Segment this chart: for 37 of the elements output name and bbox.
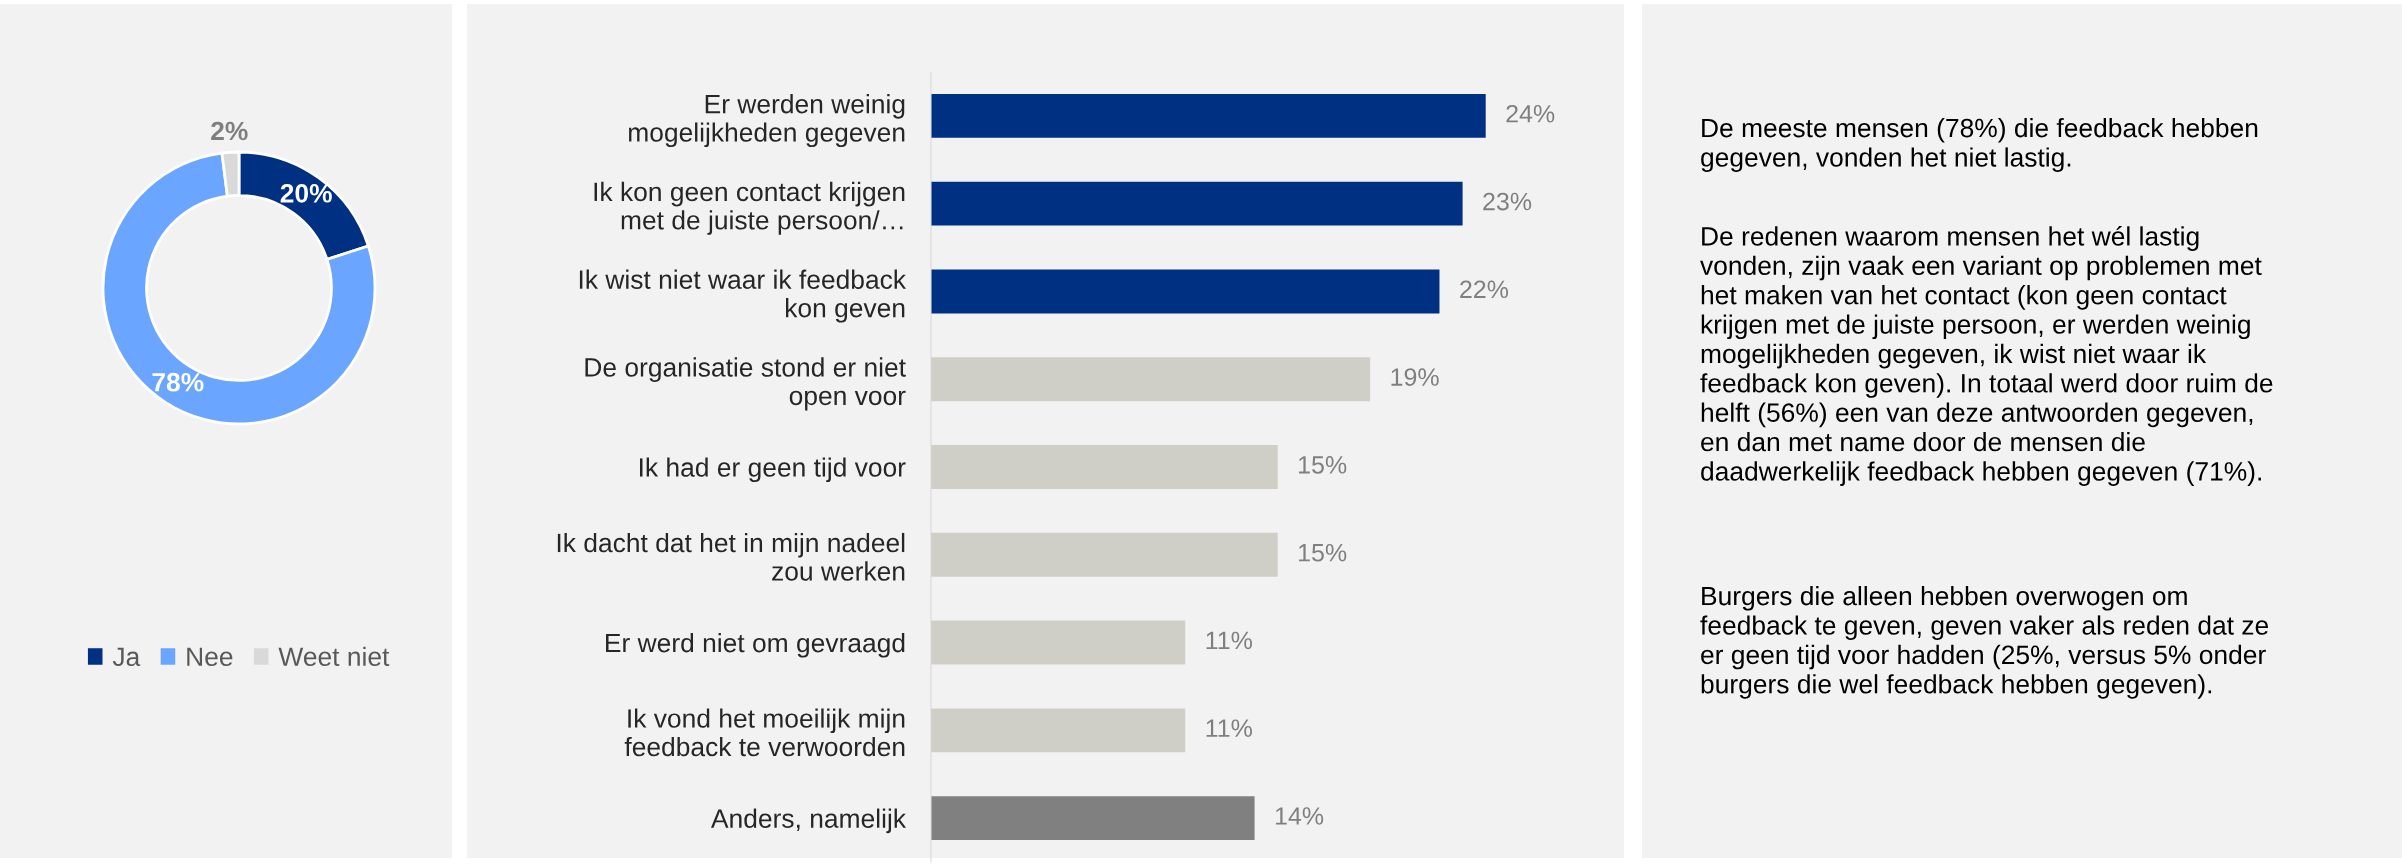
data-label: 11% [1206, 631, 1252, 650]
y-tick-label: Ik wist niet waar ik feedback kon geven [579, 269, 907, 323]
bar [931, 796, 1255, 841]
data-label: 20% [280, 183, 332, 203]
legend-label: Ja [112, 647, 141, 667]
bar [931, 532, 1278, 577]
bar [931, 93, 1486, 138]
data-label: 78% [152, 372, 204, 392]
bar [931, 357, 1371, 402]
bar [931, 620, 1186, 665]
y-tick-label: Anders, namelijk [710, 808, 907, 834]
bar [931, 181, 1463, 226]
y-tick-label: De organisatie stond er niet open voor [585, 357, 906, 411]
data-label: 15% [1299, 543, 1347, 562]
text: De redenen waarom mensen het wél lastig vonden, zijn vaak een variant op problemen met het maken van het contact (kon geen contact krijgen met de juiste persoon, er werden weinig mogelijkheden gegeven, ik wist niet waar ik feedback kon geven). In totaal werd door ruim de helft (56%) een van deze antwoorden gegeven, en dan met name door de mensen die daadwerkelijk feedback hebben gegeven (71%). [1700, 226, 2273, 486]
y-tick-label: Ik kon geen contact krijgen met de juiste persoon/… [594, 181, 905, 235]
y-tick-label: Er werd niet om gevraagd [606, 632, 905, 658]
data-label: 24% [1506, 104, 1555, 123]
data-label: 11% [1206, 719, 1252, 737]
data-label: 2% [211, 121, 248, 141]
bar [931, 445, 1278, 489]
y-tick-label: Er werden weinig mogelijkheden gegeven [629, 94, 905, 148]
legend-label: Nee [187, 647, 233, 667]
data-label: 14% [1275, 807, 1324, 825]
bar [931, 708, 1186, 753]
legend-label: Weet niet [278, 646, 390, 667]
y-tick-label: Ik dacht dat het in mijn nadeel zou werken [557, 532, 905, 581]
data-label: 19% [1391, 368, 1439, 386]
donut-slice [101, 151, 377, 426]
data-label: 22% [1460, 280, 1509, 299]
text: Burgers die alleen hebben overwogen om feedback te geven, geven vaker als reden dat ze er geen tijd voor hadden (25%, versus 5% onder burgers die wel feedback hebben gegeven). [1700, 586, 2269, 699]
text: De meeste mensen (78%) die feedback hebben gegeven, vonden het niet lastig. [1701, 118, 2258, 172]
y-tick-label: Ik had er geen tijd voor [640, 457, 906, 483]
data-label: 23% [1483, 192, 1532, 211]
data-label: 15% [1299, 456, 1347, 474]
y-tick-label: Ik vond het moeilijk mijn feedback te verwoorden [624, 708, 905, 757]
bar [931, 269, 1440, 314]
